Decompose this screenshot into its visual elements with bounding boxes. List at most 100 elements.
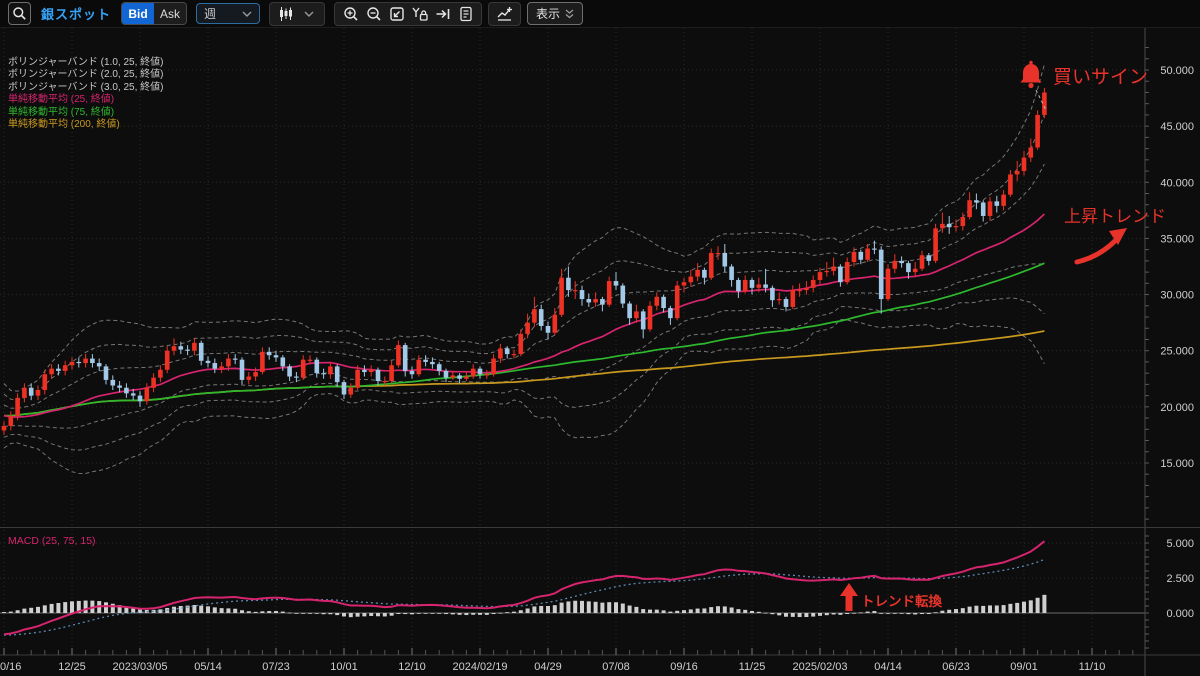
period-dropdown[interactable]: 週 — [196, 3, 261, 24]
macd-histogram-bar — [63, 602, 68, 613]
macd-histogram-bar — [110, 603, 115, 613]
candle-body — [844, 261, 850, 283]
candle-body — [926, 255, 932, 261]
candle-body — [35, 389, 41, 396]
macd-histogram-bar — [369, 613, 374, 616]
bid-button[interactable]: Bid — [122, 3, 155, 24]
macd-histogram-bar — [763, 612, 768, 614]
macd-histogram-bar — [518, 610, 523, 613]
macd-histogram-bar — [117, 605, 122, 613]
candle-body — [538, 309, 544, 326]
zoom-in-icon[interactable] — [339, 4, 362, 24]
macd-histogram-bar — [525, 608, 530, 613]
macd-histogram-bar — [926, 613, 931, 615]
macd-histogram-bar — [444, 613, 448, 615]
macd-histogram-bar — [892, 613, 897, 614]
macd-histogram-bar — [301, 613, 306, 614]
ask-button[interactable]: Ask — [154, 3, 187, 24]
candle-body — [477, 368, 483, 375]
macd-layer — [0, 540, 1145, 636]
uptrend-annotation[interactable]: 上昇トレンド — [1064, 207, 1166, 226]
candle-body — [552, 314, 558, 333]
candle-body — [906, 263, 911, 273]
candle-body — [294, 376, 299, 378]
chart-type-group — [269, 1, 326, 26]
macd-histogram-bar — [1042, 594, 1047, 613]
candle-body — [260, 351, 265, 373]
candle-body — [1021, 157, 1027, 172]
candle-body — [722, 253, 728, 267]
legend-bollinger-3[interactable]: ボリンジャーバンド (3.0, 25, 終値) — [8, 81, 164, 93]
macd-histogram-bar — [994, 605, 999, 613]
price-axis-label: 40.000 — [1160, 177, 1194, 189]
candle-body — [695, 269, 700, 277]
macd-histogram-bar — [423, 613, 428, 614]
buy-signal-annotation[interactable]: 買いサイン — [1053, 67, 1149, 88]
candle-body — [226, 358, 231, 367]
candle-body — [960, 217, 966, 227]
candle-body — [851, 251, 857, 262]
macd-histogram-bar — [267, 611, 272, 613]
candle-body — [1008, 174, 1013, 195]
candle-body — [824, 270, 830, 273]
candle-body — [593, 299, 598, 303]
candle-body — [22, 387, 27, 398]
macd-histogram-bar — [376, 613, 380, 617]
macd-histogram-bar — [512, 611, 516, 613]
legend-bollinger-1[interactable]: ボリンジャーバンド (1.0, 25, 終値) — [8, 57, 164, 68]
macd-legend[interactable]: MACD (25, 75, 15) — [8, 535, 96, 547]
candlestick-type-icon[interactable] — [274, 4, 297, 24]
macd-histogram-bar — [491, 613, 496, 615]
macd-histogram-bar — [403, 613, 408, 615]
macd-histogram-bar — [580, 600, 584, 613]
macd-histogram-bar — [49, 603, 54, 613]
zoom-out-icon[interactable] — [362, 4, 385, 24]
candle-body — [198, 342, 204, 361]
date-axis-label: 0/16 — [0, 661, 21, 673]
date-axis-label: 11/25 — [739, 661, 766, 673]
candle-body — [49, 368, 54, 375]
macd-histogram-bar — [1022, 601, 1026, 613]
legend-sma-75[interactable]: 単純移動平均 (75, 終値) — [8, 106, 115, 118]
go-to-latest-icon[interactable] — [431, 4, 454, 24]
macd-histogram-bar — [15, 610, 20, 613]
candle-body — [362, 369, 367, 373]
bell-icon[interactable] — [1020, 60, 1042, 89]
indicator-legend: ボリンジャーバンド (1.0, 25, 終値) ボリンジャーバンド (2.0, … — [8, 57, 163, 131]
candle-body — [899, 260, 904, 264]
candle-body — [647, 305, 653, 330]
candle-body — [688, 276, 694, 283]
macd-histogram-bar — [389, 613, 394, 616]
legend-bollinger-2[interactable]: ボリンジャーバンド (2.0, 25, 終値) — [8, 69, 164, 81]
candle-body — [572, 290, 578, 292]
date-axis-label: 12/10 — [398, 661, 426, 673]
macd-histogram-bar — [505, 612, 510, 613]
candle-body — [192, 342, 197, 351]
fit-screen-icon[interactable] — [385, 4, 408, 24]
candle-body — [205, 360, 211, 364]
symbol-search-button[interactable] — [8, 2, 31, 25]
display-menu-button[interactable]: 表示 — [527, 2, 584, 25]
macd-histogram-bar — [314, 613, 319, 614]
trend-reversal-annotation[interactable]: トレンド転換 — [861, 594, 942, 609]
order-list-icon[interactable] — [454, 4, 477, 24]
macd-histogram-bar — [777, 613, 782, 616]
candle-body — [443, 370, 449, 378]
candle-body — [253, 372, 258, 377]
candle-body — [212, 363, 218, 369]
candle-body — [742, 279, 748, 292]
legend-sma-200[interactable]: 単純移動平均 (200, 終値) — [8, 119, 120, 131]
candle-body — [831, 266, 836, 271]
add-indicator-icon[interactable] — [493, 4, 516, 24]
macd-histogram-bar — [784, 613, 788, 617]
y-axis-lock-icon[interactable] — [408, 4, 431, 24]
add-indicator-group — [488, 1, 522, 26]
macd-histogram-bar — [233, 608, 238, 613]
macd-histogram-bar — [471, 613, 476, 615]
macd-histogram-bar — [852, 612, 856, 614]
chart-type-chevron-icon[interactable] — [297, 4, 320, 24]
candle-body — [137, 395, 143, 402]
legend-sma-25[interactable]: 単純移動平均 (25, 終値) — [8, 94, 115, 106]
macd-histogram-bar — [981, 605, 986, 613]
